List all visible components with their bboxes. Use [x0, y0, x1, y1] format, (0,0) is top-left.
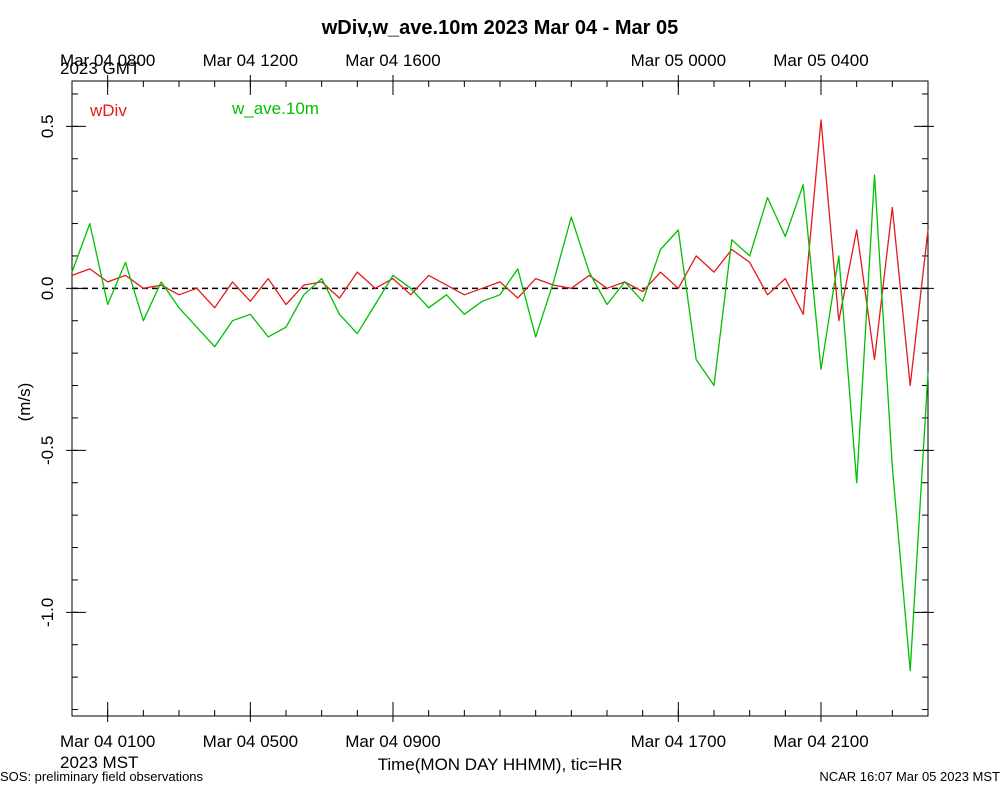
series-line-w-ave-10m	[71, 174, 929, 672]
y-axis-label: (m/s)	[15, 383, 34, 422]
x-tick-label-top: Mar 04 1200	[203, 51, 298, 70]
footer-left-note: SOS: preliminary field observations	[0, 769, 204, 784]
footer-right-note: NCAR 16:07 Mar 05 2023 MST	[819, 769, 1000, 784]
x-tick-label-bottom: Mar 04 0500	[203, 732, 298, 751]
x-tick-label-bottom: Mar 04 0900	[345, 732, 440, 751]
plot-frame	[71, 80, 929, 717]
bottom-axis-timezone-label: 2023 MST	[60, 753, 138, 772]
y-tick-label: 0.5	[38, 115, 57, 139]
x-axis-label: Time(MON DAY HHMM), tic=HR	[378, 755, 623, 774]
x-tick-label-bottom: Mar 04 2100	[773, 732, 868, 751]
legend-w-ave-10m: w_ave.10m	[231, 99, 319, 118]
x-tick-label-top: Mar 05 0400	[773, 51, 868, 70]
x-tick-label-bottom: Mar 04 1700	[631, 732, 726, 751]
x-tick-label-top: Mar 04 0800	[60, 51, 155, 70]
x-tick-label-bottom: Mar 04 0100	[60, 732, 155, 751]
x-tick-label-top: Mar 04 1600	[345, 51, 440, 70]
series-line-wdiv	[71, 119, 929, 387]
y-tick-label: -0.5	[38, 436, 57, 465]
chart-title: wDiv,w_ave.10m 2023 Mar 04 - Mar 05	[321, 17, 679, 39]
y-tick-label: 0.0	[38, 277, 57, 301]
y-tick-label: -1.0	[38, 598, 57, 627]
legend-wdiv: wDiv	[89, 101, 127, 120]
x-tick-label-top: Mar 05 0000	[631, 51, 726, 70]
top-axis-timezone-label: 2023 GMT	[60, 59, 140, 78]
